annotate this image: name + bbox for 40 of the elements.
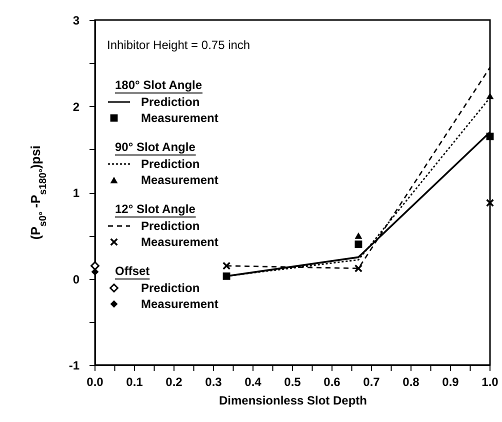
x-tick-label: 0.9 — [442, 375, 460, 389]
annotation: 90° Slot Angle — [115, 140, 196, 154]
x-tick-label: 0.4 — [244, 375, 262, 389]
point — [90, 261, 100, 270]
x-axis-title: Dimensionless Slot Depth — [218, 394, 368, 408]
x-tick-label: 0.0 — [86, 375, 104, 389]
y-tick-label: 0 — [72, 272, 80, 286]
legend-label: Prediction — [141, 281, 200, 295]
y-tick-label: 3 — [72, 14, 80, 28]
point — [354, 232, 362, 239]
x-tick-label: 0.1 — [126, 375, 144, 389]
legend-label: Measurement — [141, 235, 218, 249]
legend-label: Measurement — [141, 111, 218, 125]
legend-label: Prediction — [141, 219, 200, 233]
x-tick-label: 0.6 — [324, 375, 341, 389]
point — [354, 240, 362, 248]
point — [222, 272, 230, 280]
legend-label: Measurement — [141, 173, 218, 187]
annotation: 180° Slot Angle — [115, 78, 202, 92]
annotation: Inhibitor Height = 0.75 inch — [107, 38, 250, 52]
x-tick-label: 0.8 — [402, 375, 420, 389]
x-tick-label: 0.3 — [205, 375, 222, 389]
y-tick-label: -1 — [68, 358, 80, 372]
y-tick-label: 2 — [72, 100, 80, 114]
x-tick-label: 0.7 — [363, 375, 380, 389]
y-tick-label: 1 — [72, 186, 80, 200]
point — [354, 264, 363, 272]
x-tick-label: 0.5 — [284, 375, 302, 389]
annotation: 12° Slot Angle — [115, 202, 196, 216]
point — [486, 92, 494, 100]
point — [91, 268, 99, 276]
legend-label: Prediction — [141, 95, 200, 109]
legend-label: Prediction — [141, 157, 200, 171]
x-tick-label: 0.2 — [166, 375, 183, 389]
point — [222, 262, 231, 270]
x-tick-label: 1.0 — [482, 375, 499, 389]
legend-label: Measurement — [141, 297, 218, 311]
point — [486, 198, 494, 207]
point — [486, 132, 494, 140]
annotation: Offset — [115, 264, 150, 278]
